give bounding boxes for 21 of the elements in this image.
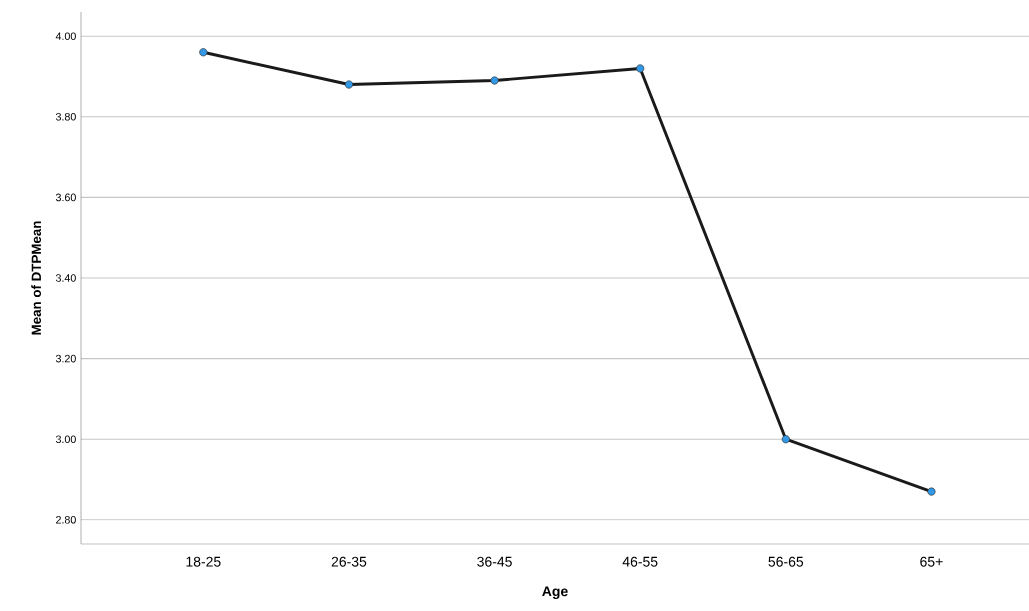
point bbox=[636, 64, 645, 73]
y-tick-label: 3.80 bbox=[55, 113, 76, 121]
y-tick-label: 3.60 bbox=[55, 193, 76, 202]
x-tick-label: 18-25 bbox=[186, 556, 221, 567]
point bbox=[781, 435, 790, 444]
x-tick-label: 36-45 bbox=[477, 556, 512, 567]
x-tick-label: 46-55 bbox=[622, 556, 658, 567]
x-axis-title: Age bbox=[542, 586, 568, 600]
y-tick-label: 4.00 bbox=[55, 32, 76, 40]
x-tick-label: 65+ bbox=[920, 556, 943, 567]
y-tick-label: 3.00 bbox=[55, 435, 76, 443]
y-tick-label: 2.80 bbox=[56, 516, 76, 524]
point bbox=[927, 487, 936, 496]
point bbox=[344, 80, 354, 89]
x-tick-label: 56-65 bbox=[768, 556, 804, 567]
y-tick-label: 3.40 bbox=[55, 274, 76, 282]
x-tick-label: 26-35 bbox=[331, 556, 367, 567]
point bbox=[199, 48, 208, 57]
y-axis-title: Mean of DTPMean bbox=[31, 221, 42, 335]
point bbox=[490, 76, 499, 85]
y-tick-label: 3.20 bbox=[55, 354, 76, 363]
